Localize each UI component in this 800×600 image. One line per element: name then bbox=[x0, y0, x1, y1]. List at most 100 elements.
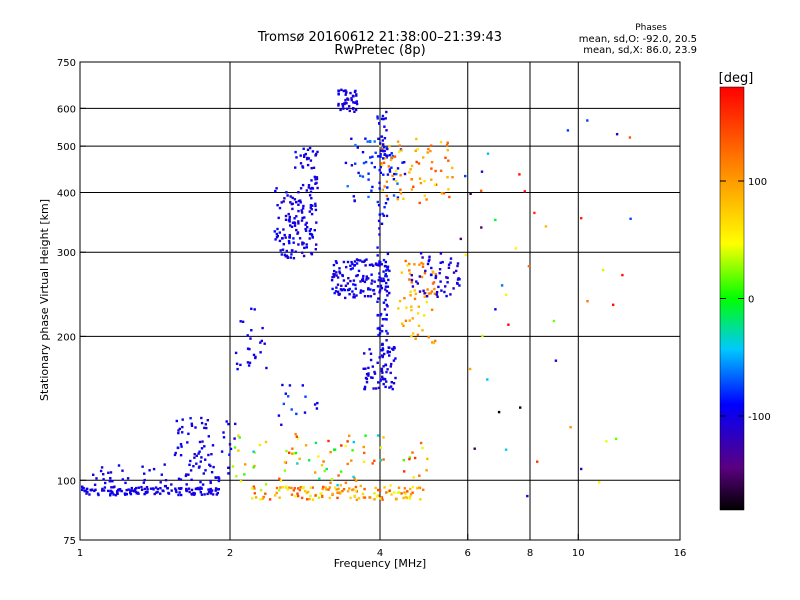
data-point bbox=[432, 271, 435, 274]
data-point bbox=[177, 429, 180, 432]
data-point bbox=[283, 197, 286, 200]
data-point bbox=[380, 149, 383, 152]
data-point bbox=[387, 165, 390, 168]
data-point bbox=[354, 485, 358, 489]
data-point bbox=[389, 484, 392, 487]
data-point bbox=[356, 274, 359, 277]
data-point bbox=[434, 273, 437, 276]
data-point bbox=[384, 385, 387, 389]
data-point bbox=[408, 272, 412, 275]
data-point bbox=[200, 487, 203, 490]
data-point bbox=[198, 440, 202, 444]
data-point bbox=[207, 488, 210, 491]
data-point bbox=[154, 486, 158, 489]
data-point bbox=[414, 337, 417, 340]
data-point bbox=[386, 285, 390, 288]
data-point bbox=[378, 356, 381, 359]
data-point bbox=[388, 170, 392, 173]
data-point bbox=[285, 485, 288, 488]
data-point bbox=[384, 202, 388, 205]
data-point bbox=[214, 487, 218, 490]
data-point bbox=[347, 277, 350, 280]
data-point bbox=[299, 154, 302, 157]
data-point bbox=[393, 491, 396, 494]
data-point bbox=[194, 426, 197, 429]
data-point bbox=[363, 259, 367, 262]
data-point bbox=[629, 217, 632, 220]
data-point bbox=[309, 187, 312, 190]
data-point bbox=[429, 149, 432, 153]
data-point bbox=[293, 487, 296, 490]
data-point bbox=[296, 231, 300, 234]
data-point bbox=[533, 211, 536, 215]
data-point bbox=[324, 486, 327, 489]
data-point bbox=[206, 492, 209, 496]
chart-subtitle: RwPretec (8p) bbox=[334, 43, 425, 58]
data-point bbox=[130, 486, 133, 490]
data-point bbox=[449, 257, 453, 260]
data-point bbox=[309, 228, 312, 231]
data-point bbox=[410, 274, 413, 277]
data-point bbox=[340, 284, 343, 287]
data-point bbox=[373, 372, 377, 375]
data-point bbox=[363, 385, 367, 389]
data-point bbox=[384, 117, 387, 120]
data-point bbox=[239, 320, 242, 323]
data-point bbox=[297, 203, 300, 206]
data-point bbox=[336, 283, 340, 286]
data-point bbox=[200, 447, 204, 450]
data-point bbox=[355, 274, 358, 278]
data-point bbox=[350, 98, 353, 102]
data-point bbox=[186, 441, 189, 444]
data-point bbox=[178, 427, 181, 431]
data-point bbox=[286, 194, 289, 197]
data-point bbox=[109, 492, 112, 495]
data-point bbox=[140, 488, 144, 491]
data-point bbox=[368, 139, 372, 143]
data-point bbox=[434, 276, 437, 280]
data-point bbox=[353, 477, 356, 480]
data-point bbox=[88, 493, 91, 496]
data-point bbox=[374, 387, 378, 390]
data-point bbox=[291, 196, 294, 200]
data-point bbox=[353, 101, 357, 104]
data-point bbox=[430, 308, 434, 311]
data-point bbox=[421, 446, 424, 450]
data-point bbox=[90, 488, 94, 491]
data-point bbox=[378, 187, 381, 190]
data-point bbox=[377, 333, 380, 337]
data-point bbox=[384, 298, 387, 302]
data-point bbox=[384, 274, 387, 278]
data-point bbox=[439, 169, 443, 172]
data-point bbox=[423, 292, 426, 295]
data-point bbox=[378, 326, 381, 330]
data-point bbox=[422, 156, 425, 159]
data-point bbox=[421, 256, 424, 259]
data-point bbox=[399, 174, 402, 177]
data-point bbox=[294, 495, 297, 498]
data-point bbox=[342, 279, 346, 282]
data-point bbox=[262, 495, 265, 499]
data-point bbox=[297, 191, 300, 194]
data-point bbox=[161, 489, 164, 492]
data-point bbox=[352, 293, 356, 296]
data-point bbox=[193, 453, 196, 456]
data-point bbox=[344, 101, 347, 104]
data-point bbox=[335, 261, 338, 265]
data-point bbox=[310, 179, 313, 182]
data-point bbox=[408, 262, 411, 266]
data-point bbox=[107, 471, 110, 474]
data-point bbox=[302, 486, 305, 489]
y-tick-label: 600 bbox=[57, 104, 76, 115]
data-point bbox=[409, 290, 412, 293]
data-point bbox=[411, 485, 415, 489]
data-point bbox=[276, 204, 279, 207]
data-point bbox=[264, 440, 268, 444]
data-point bbox=[310, 197, 313, 200]
data-point bbox=[170, 483, 173, 486]
data-point bbox=[185, 473, 188, 476]
data-point bbox=[341, 103, 344, 106]
data-point bbox=[261, 326, 264, 330]
data-point bbox=[252, 485, 255, 488]
data-point bbox=[373, 498, 376, 501]
